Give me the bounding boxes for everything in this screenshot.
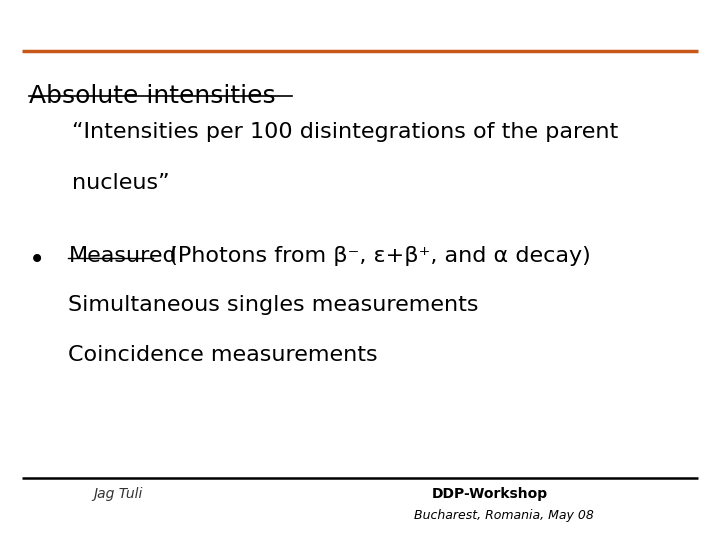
Text: •: • — [29, 246, 45, 274]
Text: Jag Tuli: Jag Tuli — [94, 487, 143, 501]
Text: DDP-Workshop: DDP-Workshop — [432, 487, 548, 501]
Text: Measured: Measured — [68, 246, 177, 266]
Text: Coincidence measurements: Coincidence measurements — [68, 345, 378, 365]
Text: “Intensities per 100 disintegrations of the parent: “Intensities per 100 disintegrations of … — [72, 122, 618, 141]
Text: Bucharest, Romania, May 08: Bucharest, Romania, May 08 — [414, 509, 594, 522]
Text: Simultaneous singles measurements: Simultaneous singles measurements — [68, 295, 479, 315]
Text: (Photons from β⁻, ε+β⁺, and α decay): (Photons from β⁻, ε+β⁺, and α decay) — [155, 246, 590, 266]
Text: nucleus”: nucleus” — [72, 173, 170, 193]
Text: Absolute intensities: Absolute intensities — [29, 84, 276, 107]
